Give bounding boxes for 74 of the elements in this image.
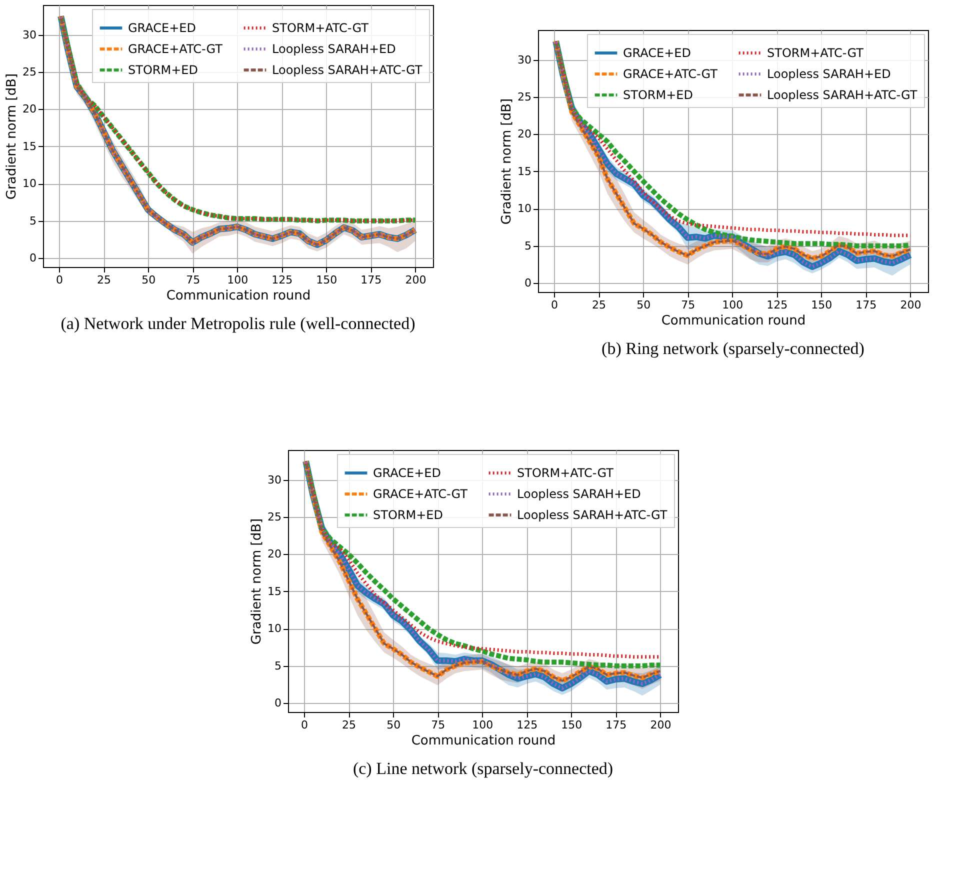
x-tick-label: 25 [97,274,112,286]
y-tick-label: 5 [274,659,282,672]
legend-label: GRACE+ED [128,21,196,35]
legend-label: GRACE+ATC-GT [373,487,468,501]
y-tick-label: 25 [22,65,36,78]
legend-label: Loopless SARAH+ED [272,42,396,56]
legend-label: STORM+ED [623,88,693,102]
x-tick-label: 150 [811,298,832,312]
x-tick-label: 200 [405,274,426,286]
x-tick-label: 100 [722,298,744,312]
x-tick-label: 125 [766,298,788,312]
x-tick-label: 50 [636,298,651,312]
y-tick-label: 0 [30,252,36,265]
y-tick-label: 30 [518,53,532,66]
y-axis-title: Gradient norm [dB] [500,98,515,225]
x-tick-label: 50 [386,718,401,732]
x-tick-label: 100 [227,274,248,286]
legend-label: GRACE+ATC-GT [623,67,718,81]
x-tick-label: 75 [431,718,446,732]
legend-label: STORM+ATC-GT [272,21,370,35]
y-tick-label: 10 [22,177,36,190]
x-axis-title: Communication round [661,314,806,328]
y-tick-label: 5 [524,239,532,252]
x-tick-label: 0 [551,298,558,312]
y-tick-label: 30 [22,28,36,42]
x-tick-label: 175 [360,274,382,286]
x-tick-label: 150 [316,274,338,286]
legend-label: Loopless SARAH+ED [767,67,891,81]
y-axis-title: Gradient norm [dB] [250,518,265,645]
x-tick-label: 75 [186,274,200,286]
x-tick-label: 125 [516,718,538,732]
y-tick-label: 20 [22,102,36,116]
y-tick-label: 15 [268,584,282,598]
x-tick-label: 175 [856,298,877,312]
y-tick-label: 20 [268,548,282,561]
y-tick-label: 5 [30,214,36,228]
x-tick-label: 125 [272,274,293,286]
y-tick-label: 30 [268,473,282,486]
y-tick-label: 20 [518,128,532,141]
legend-label: GRACE+ATC-GT [128,42,224,56]
y-tick-label: 10 [518,202,532,216]
legend-label: STORM+ATC-GT [517,466,614,480]
legend-label: Loopless SARAH+ATC-GT [767,88,918,102]
legend-label: STORM+ED [128,63,198,77]
legend-label: Loopless SARAH+ATC-GT [272,63,423,77]
legend-label: GRACE+ED [373,466,441,480]
y-tick-label: 15 [518,164,532,178]
y-tick-label: 15 [22,140,36,153]
text: (b) Ring network (sparsely-connected) [602,339,864,358]
x-tick-label: 25 [592,298,606,312]
legend-label: STORM+ATC-GT [767,46,864,60]
y-tick-label: 25 [268,510,282,524]
x-axis-title: Communication round [166,288,311,304]
y-tick-label: 25 [518,90,532,104]
x-axis-title: Communication round [411,734,556,748]
x-tick-label: 0 [56,274,64,286]
x-tick-label: 175 [606,718,627,732]
x-tick-label: 75 [681,298,696,312]
text: (a) Network under Metropolis rule (well-connected) [60,314,416,333]
legend-label: GRACE+ED [623,46,691,60]
legend-label: Loopless SARAH+ATC-GT [517,508,668,522]
text: (c) Line network (sparsely-connected) [352,759,614,778]
x-tick-label: 200 [900,298,922,312]
y-axis-title: Gradient norm [dB] [4,73,20,200]
x-tick-label: 200 [650,718,672,732]
legend-label: STORM+ED [373,508,443,522]
x-tick-label: 150 [561,718,582,732]
x-tick-label: 50 [142,274,156,286]
legend-label: Loopless SARAH+ED [517,487,641,501]
y-tick-label: 0 [274,696,282,710]
x-tick-label: 25 [342,718,356,732]
x-tick-label: 100 [472,718,494,732]
x-tick-label: 0 [301,718,308,732]
y-tick-label: 10 [268,622,282,636]
